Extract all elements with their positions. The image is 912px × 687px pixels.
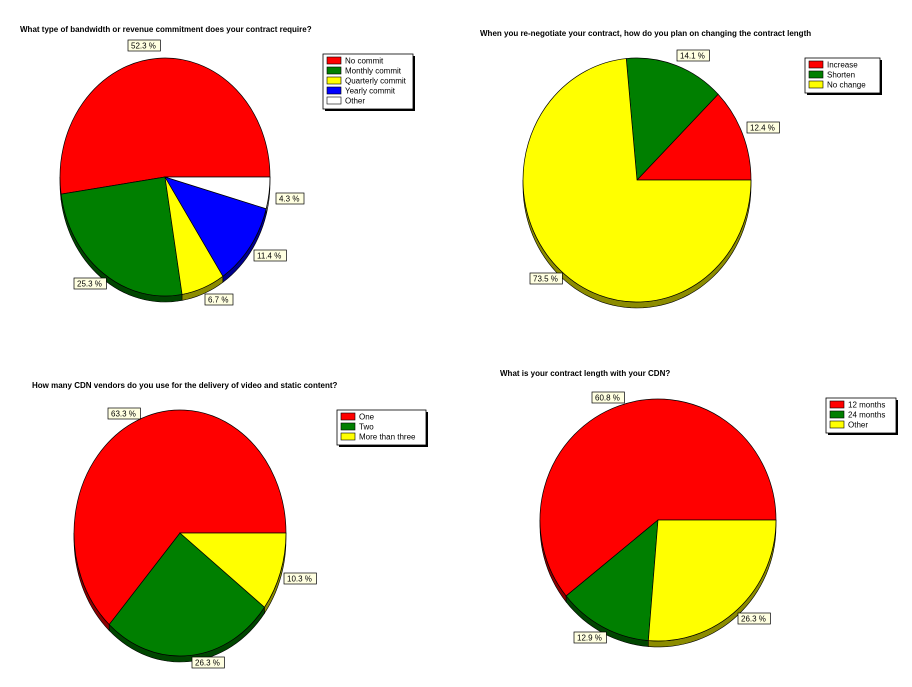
chart-title: What is your contract length with your C… [500,369,670,378]
value-label-text: 26.3 % [741,615,766,624]
slice-value-label: 12.4 % [746,121,780,134]
legend-swatch [808,80,824,89]
pie-slice-no-change [522,58,752,303]
value-label-text: 11.4 % [257,252,281,261]
value-label-box [204,293,234,306]
legend-swatch [808,60,824,69]
value-label-text: 25.3 % [77,280,102,289]
pie-chart-1: What type of bandwidth or revenue commit… [20,25,415,306]
slice-value-label: 26.3 % [737,612,771,625]
pie-slice-two [108,532,265,657]
value-label-text: 63.3 % [111,410,136,419]
value-label-text: 12.4 % [750,124,775,133]
pie-slice-other [647,519,777,642]
slice-value-label: 14.1 % [676,49,710,62]
legend-swatch [326,56,342,65]
chart-title: How many CDN vendors do you use for the … [32,381,337,390]
pie-slice-more-than-three [179,532,287,608]
legend-entry: Quarterly commit [345,77,407,86]
legend-entry: 24 months [848,411,885,420]
value-label-box [591,391,625,404]
pie-slice-monthly-commit [60,176,183,297]
pie-chart-3: How many CDN vendors do you use for the … [32,381,428,669]
legend-entry: Other [848,421,868,430]
legend-entry: 12 months [848,401,885,410]
legend-swatch [326,96,342,105]
pie-slice-shorten [625,57,719,181]
legend-swatch [340,412,356,421]
legend-swatch [326,76,342,85]
value-label-box [529,272,563,285]
slice-value-label: 4.3 % [275,192,305,205]
value-label-box [676,49,710,62]
value-label-box [573,631,607,644]
slice-value-label: 26.3 % [191,656,225,669]
value-label-text: 52.3 % [131,42,156,51]
legend-swatch [829,420,845,429]
legend-entry: Shorten [827,71,855,80]
legend-swatch [340,422,356,431]
value-label-box [746,121,780,134]
legend-swatch [340,432,356,441]
legend-entry: No commit [345,57,384,66]
slice-value-label: 11.4 % [253,249,287,262]
pie-chart-2: When you re-negotiate your contract, how… [480,29,882,309]
slice-value-label: 60.8 % [591,391,625,404]
legend-entry: No change [827,81,866,90]
value-label-box [737,612,771,625]
slice-value-label: 12.9 % [573,631,607,644]
legend-entry: Two [359,423,374,432]
pie-slice-no-commit [59,57,271,195]
value-label-box [191,656,225,669]
slice-value-label: 10.3 % [283,572,317,585]
value-label-text: 14.1 % [680,52,705,61]
legend-entry: Monthly commit [345,67,402,76]
value-label-box [275,192,305,205]
pie-slice-other [164,176,271,210]
value-label-text: 6.7 % [208,296,228,305]
value-label-text: 12.9 % [577,634,602,643]
legend-entry: Increase [827,61,858,70]
value-label-text: 26.3 % [195,659,220,668]
chart-title: When you re-negotiate your contract, how… [480,29,811,38]
value-label-box [253,249,287,262]
legend-swatch [829,410,845,419]
legend-entry: Other [345,97,365,106]
legend-swatch [326,66,342,75]
value-label-text: 60.8 % [595,394,620,403]
slice-value-label: 73.5 % [529,272,563,285]
value-label-text: 73.5 % [533,275,558,284]
value-label-text: 10.3 % [287,575,312,584]
slice-value-label: 52.3 % [127,39,161,52]
legend-entry: More than three [359,433,416,442]
legend-entry: Yearly commit [345,87,396,96]
pie-chart-4: What is your contract length with your C… [500,369,898,648]
slice-value-label: 63.3 % [107,407,141,420]
value-label-box [107,407,141,420]
pie-slice-24-months [565,519,659,641]
legend-swatch [829,400,845,409]
value-label-box [283,572,317,585]
value-label-box [73,277,107,290]
chart-title: What type of bandwidth or revenue commit… [20,25,312,34]
legend-swatch [326,86,342,95]
pie-slice-yearly-commit [164,176,267,277]
pie-slice-increase [636,93,752,181]
slice-value-label: 25.3 % [73,277,107,290]
slice-value-label: 6.7 % [204,293,234,306]
value-label-text: 4.3 % [279,195,299,204]
pie-slice-12-months [539,398,777,597]
legend-swatch [808,70,824,79]
value-label-box [127,39,161,52]
pie-slice-one [73,409,287,626]
legend-entry: One [359,413,375,422]
